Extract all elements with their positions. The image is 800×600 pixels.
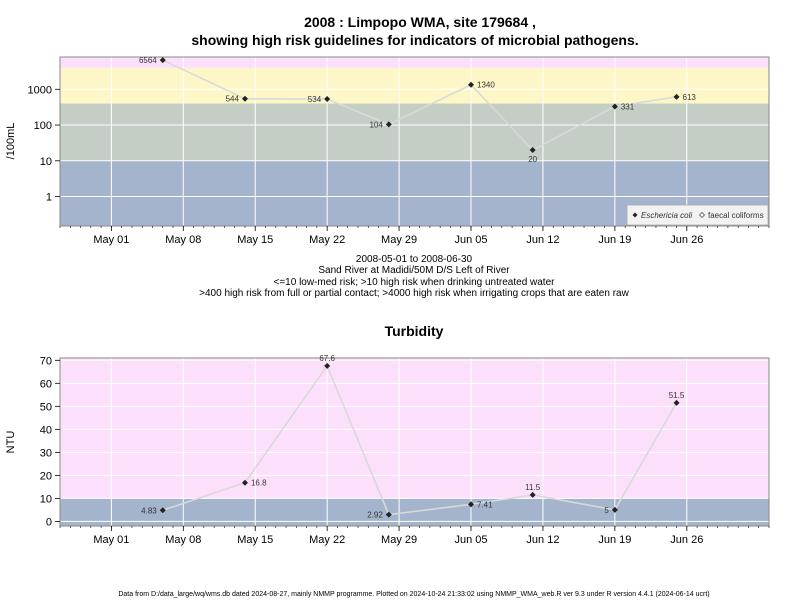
data-point	[611, 506, 618, 513]
band-2	[60, 67, 769, 104]
data-label: 6564	[139, 56, 157, 65]
data-point	[673, 399, 680, 406]
x-tick-label: May 01	[93, 234, 129, 246]
y-tick-label: 0	[46, 516, 52, 528]
x-tick-label: Jun 05	[454, 534, 487, 546]
data-label: 5	[604, 506, 609, 515]
y-tick-label: 70	[40, 355, 52, 367]
data-label: 1340	[477, 81, 495, 90]
legend-entry-ecoli: Eschericia coli	[641, 211, 692, 220]
data-label: 2.92	[367, 511, 383, 520]
legend-marker-ecoli	[632, 212, 638, 218]
x-tick-label: Jun 19	[598, 534, 631, 546]
y-tick-label: 10	[40, 156, 52, 168]
x-tick-label: May 08	[165, 534, 201, 546]
x-tick-label: May 15	[237, 534, 273, 546]
y-axis-label: NTU	[5, 431, 17, 454]
plot-frame	[59, 56, 770, 227]
data-label: 104	[369, 120, 383, 129]
x-tick-label: May 15	[237, 234, 273, 246]
x-tick-label: May 29	[381, 234, 417, 246]
microbial-panel: May 01 May 08 May 15 May 22 May 29 Jun 05 Jun …	[5, 56, 770, 246]
y-tick-label: 20	[40, 470, 52, 482]
y-tick-label: 100	[34, 120, 52, 132]
x-tick-label: May 29	[381, 534, 417, 546]
y-tick-label: 1	[46, 192, 52, 204]
data-label: 534	[308, 95, 322, 104]
data-label: 4.83	[141, 506, 157, 515]
data-point	[468, 501, 475, 508]
info-line-2: Sand River at Madidi/50M D/S Left of Riv…	[318, 265, 510, 276]
data-point	[241, 95, 248, 102]
y-tick-label: 40	[40, 424, 52, 436]
y-tick-label: 10	[40, 493, 52, 505]
data-point	[324, 96, 331, 103]
data-point	[241, 479, 248, 486]
x-tick-label: May 01	[93, 534, 129, 546]
data-point	[529, 491, 536, 498]
x-tick-label: Jun 26	[670, 234, 703, 246]
data-label: 67.6	[319, 354, 335, 363]
chart-title-line2: showing high risk guidelines for indicat…	[191, 32, 638, 48]
data-label: 331	[621, 102, 635, 111]
band-3	[60, 57, 769, 68]
info-line-4: >400 high risk from full or partial cont…	[199, 288, 629, 299]
x-tick-label: Jun 19	[598, 234, 631, 246]
data-point	[159, 507, 166, 514]
info-line-3: <=10 low-med risk; >10 high risk when dr…	[274, 277, 556, 288]
data-point	[529, 147, 536, 154]
x-tick-label: May 22	[309, 534, 345, 546]
data-point	[324, 362, 331, 369]
data-label: 7.41	[477, 500, 493, 509]
x-tick-label: Jun 12	[526, 534, 559, 546]
turbidity-panel: May 01 May 08 May 15 May 22 May 29 Jun 05 Jun …	[5, 354, 770, 546]
legend-marker-faecal	[699, 212, 705, 218]
y-tick-label: 30	[40, 447, 52, 459]
legend-box	[626, 204, 769, 226]
data-label: 11.5	[525, 483, 541, 492]
y-tick-label: 50	[40, 401, 52, 413]
data-point	[673, 93, 680, 100]
data-point	[159, 57, 166, 64]
x-tick-label: Jun 05	[454, 234, 487, 246]
plot-frame	[59, 357, 770, 527]
data-label: 20	[528, 155, 537, 164]
chart-title-line1: 2008 : Limpopo WMA, site 179684 ,	[304, 14, 536, 30]
x-tick-label: May 22	[309, 234, 345, 246]
data-label: 51.5	[669, 391, 685, 400]
data-label: 613	[683, 93, 697, 102]
band-1	[60, 103, 769, 161]
x-tick-label: May 08	[165, 234, 201, 246]
data-point	[385, 511, 392, 518]
data-point	[385, 121, 392, 128]
data-point	[611, 103, 618, 110]
x-tick-label: Jun 12	[526, 234, 559, 246]
y-tick-label: 60	[40, 378, 52, 390]
info-line-1: 2008-05-01 to 2008-06-30	[356, 254, 473, 265]
footer-note: Data from D:/data_large/wq/wms.db dated …	[118, 591, 709, 598]
y-tick-label: 1000	[28, 84, 52, 96]
turbidity-title: Turbidity	[385, 323, 444, 339]
data-label: 544	[226, 95, 240, 104]
series-line	[162, 59, 677, 152]
data-point	[468, 81, 475, 88]
x-tick-label: Jun 26	[670, 534, 703, 546]
y-axis-label: /100mL	[5, 123, 17, 160]
legend-entry-faecal: faecal coliforms	[708, 211, 764, 220]
series-line	[162, 364, 678, 516]
data-label: 16.8	[251, 479, 267, 488]
